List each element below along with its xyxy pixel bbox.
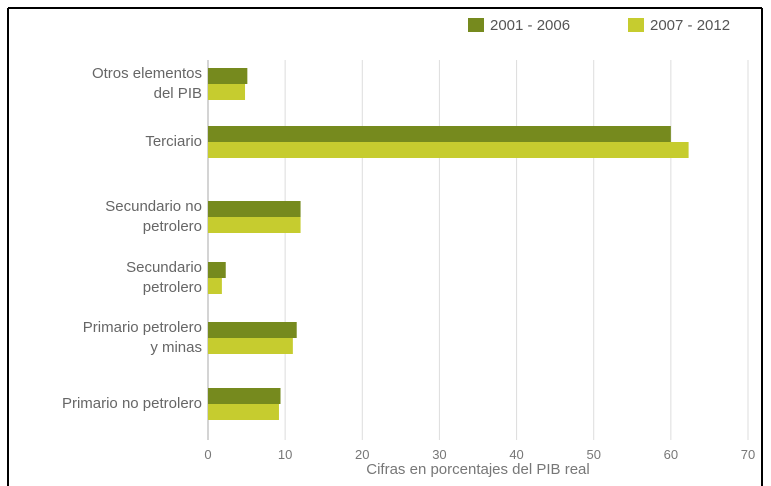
x-tick-label: 50 <box>586 447 600 462</box>
y-tick-label: Primario no petrolero <box>61 395 202 412</box>
x-tick-label: 10 <box>278 447 292 462</box>
y-tick-label: Primario petrolero y minas <box>82 319 202 356</box>
x-tick-label: 40 <box>509 447 523 462</box>
x-tick-label: 70 <box>741 447 755 462</box>
bar <box>208 278 222 294</box>
bar <box>208 201 301 217</box>
x-tick-label: 20 <box>355 447 369 462</box>
bar <box>208 322 297 338</box>
y-tick-label: Secundario no petrolero <box>105 198 202 235</box>
bar <box>208 142 689 158</box>
bar <box>208 126 671 142</box>
legend-label: 2007 - 2012 <box>650 17 730 34</box>
y-tick-label: Secundario petrolero <box>126 259 202 296</box>
bar <box>208 84 246 100</box>
x-tick-label: 0 <box>204 447 211 462</box>
bar <box>208 388 281 404</box>
legend-swatch <box>628 18 644 32</box>
x-tick-label: 60 <box>664 447 678 462</box>
y-tick-label: Otros elementos del PIB <box>91 65 202 102</box>
x-axis-label: Cifras en porcentajes del PIB real <box>366 461 589 478</box>
x-tick-label: 30 <box>432 447 446 462</box>
bar <box>208 338 293 354</box>
legend-label: 2001 - 2006 <box>490 17 570 34</box>
legend-swatch <box>468 18 484 32</box>
bar <box>208 217 301 233</box>
bar <box>208 404 279 420</box>
bar <box>208 262 226 278</box>
bar <box>208 68 248 84</box>
y-tick-label: Terciario <box>145 133 202 150</box>
